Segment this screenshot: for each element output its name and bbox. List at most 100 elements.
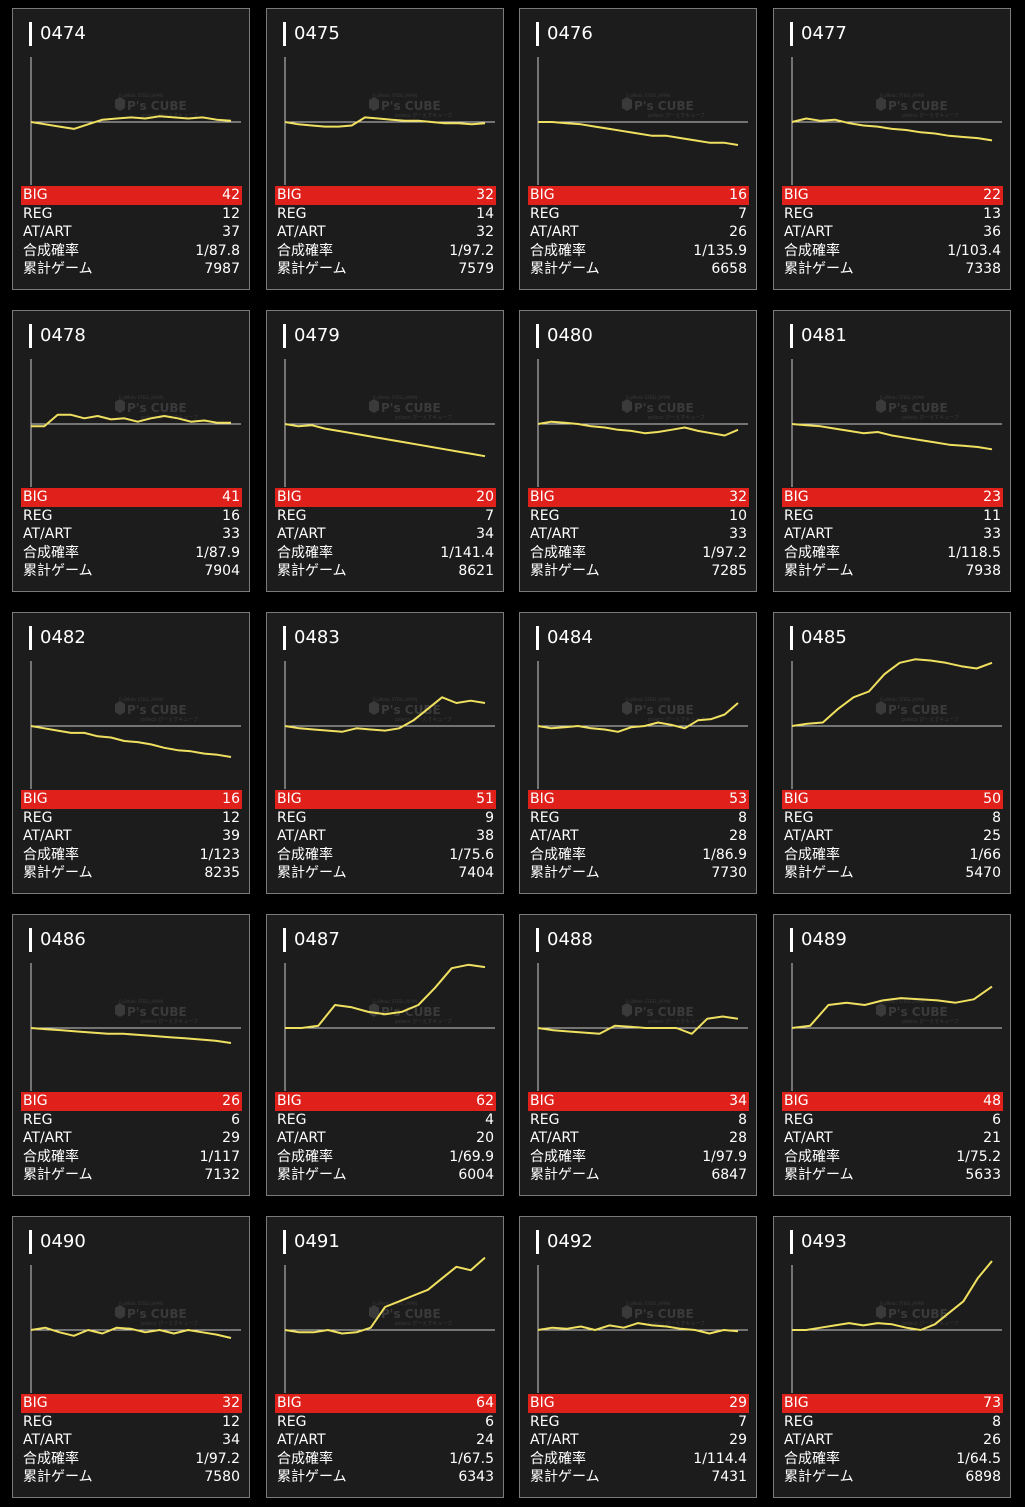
machine-card[interactable]: 0491 FujiMatic STEEL JAPAN P's CUBE psle… [266, 1216, 504, 1498]
cube-icon [115, 97, 125, 111]
reg-count: 11 [983, 507, 1001, 524]
machine-number: 0474 [29, 22, 86, 46]
reg-count: 6 [231, 1111, 240, 1128]
at-label: AT/ART [530, 828, 579, 844]
reg-row: REG 12 [21, 1413, 242, 1432]
games-label: 累計ゲーム [784, 865, 854, 881]
watermark-brand-text: P's CUBE [381, 1307, 441, 1321]
machine-card[interactable]: 0480 FujiMatic STEEL JAPAN P's CUBE psle… [519, 310, 757, 592]
reg-count: 14 [476, 205, 494, 222]
machine-card[interactable]: 0478 FujiMatic STEEL JAPAN P's CUBE psle… [12, 310, 250, 592]
machine-card[interactable]: 0475 FujiMatic STEEL JAPAN P's CUBE psle… [266, 8, 504, 290]
games-label: 累計ゲーム [530, 1469, 600, 1485]
slump-line [30, 115, 232, 130]
stats-table: BIG 20 REG 7 AT/ART 34 合成確率 1/141.4 累計ゲーム 862… [275, 488, 496, 581]
machine-card[interactable]: 0483 FujiMatic STEEL JAPAN P's CUBE psle… [266, 612, 504, 894]
machine-card[interactable]: 0489 FujiMatic STEEL JAPAN P's CUBE psle… [773, 914, 1011, 1196]
big-row: BIG 73 [782, 1394, 1003, 1413]
watermark-brand-text: P's CUBE [127, 703, 187, 717]
stats-table: BIG 62 REG 4 AT/ART 20 合成確率 1/69.9 累計ゲーム 6004 [275, 1092, 496, 1185]
games-row: 累計ゲーム 7938 [782, 562, 1003, 581]
cube-icon [115, 701, 125, 715]
reg-row: REG 12 [21, 809, 242, 828]
big-label: BIG [530, 1093, 555, 1109]
watermark-sub-text: pslecs ぴーえすキューブ [902, 1320, 959, 1327]
watermark-logo: FujiMatic STEEL JAPAN P's CUBE pslecs ぴー… [369, 395, 452, 421]
prob-value: 1/75.6 [449, 846, 494, 863]
big-count: 22 [983, 187, 1001, 203]
at-label: AT/ART [530, 224, 579, 240]
machine-number: 0481 [790, 324, 847, 348]
games-row: 累計ゲーム 6658 [528, 260, 749, 279]
watermark-brand-text: P's CUBE [381, 703, 441, 717]
cube-icon [622, 399, 632, 413]
watermark-sub-text: pslecs ぴーえすキューブ [141, 1320, 198, 1327]
machine-card[interactable]: 0481 FujiMatic STEEL JAPAN P's CUBE psle… [773, 310, 1011, 592]
reg-row: REG 6 [782, 1111, 1003, 1130]
machine-card[interactable]: 0493 FujiMatic STEEL JAPAN P's CUBE psle… [773, 1216, 1011, 1498]
watermark-sub-text: pslecs ぴーえすキューブ [902, 716, 959, 723]
big-count: 16 [222, 791, 240, 807]
prob-row: 合成確率 1/97.2 [528, 544, 749, 563]
prob-row: 合成確率 1/66 [782, 846, 1003, 865]
watermark-sub-text: pslecs ぴーえすキューブ [902, 1018, 959, 1025]
at-count: 32 [476, 224, 494, 240]
machine-card[interactable]: 0479 FujiMatic STEEL JAPAN P's CUBE psle… [266, 310, 504, 592]
games-label: 累計ゲーム [23, 1167, 93, 1183]
watermark-sub-text: pslecs ぴーえすキューブ [902, 112, 959, 119]
games-label: 累計ゲーム [277, 563, 347, 579]
machine-number: 0478 [29, 324, 86, 348]
machine-card[interactable]: 0474 FujiMatic STEEL JAPAN P's CUBE psle… [12, 8, 250, 290]
slump-graph: FujiMatic STEEL JAPAN P's CUBE pslecs ぴー… [791, 359, 1002, 487]
at-count: 26 [983, 1432, 1001, 1448]
slump-line [791, 423, 993, 451]
slump-line [31, 413, 231, 428]
prob-label: 合成確率 [784, 242, 840, 259]
prob-value: 1/114.4 [693, 1450, 747, 1467]
reg-label: REG [23, 809, 53, 826]
reg-label: REG [530, 507, 560, 524]
prob-label: 合成確率 [530, 242, 586, 259]
watermark-top-text: FujiMatic STEEL JAPAN [626, 697, 670, 702]
machine-card[interactable]: 0486 FujiMatic STEEL JAPAN P's CUBE psle… [12, 914, 250, 1196]
prob-value: 1/87.9 [195, 544, 240, 561]
big-label: BIG [23, 1093, 48, 1109]
at-count: 33 [729, 526, 747, 542]
stats-table: BIG 16 REG 7 AT/ART 26 合成確率 1/135.9 累計ゲーム 665… [528, 186, 749, 279]
machine-card[interactable]: 0488 FujiMatic STEEL JAPAN P's CUBE psle… [519, 914, 757, 1196]
machine-card[interactable]: 0482 FujiMatic STEEL JAPAN P's CUBE psle… [12, 612, 250, 894]
machine-number: 0479 [283, 324, 340, 348]
at-label: AT/ART [784, 1130, 833, 1146]
machine-card[interactable]: 0487 FujiMatic STEEL JAPAN P's CUBE psle… [266, 914, 504, 1196]
stats-table: BIG 53 REG 8 AT/ART 28 合成確率 1/86.9 累計ゲーム 7730 [528, 790, 749, 883]
stats-table: BIG 26 REG 6 AT/ART 29 合成確率 1/117 累計ゲーム 7132 [21, 1092, 242, 1185]
machine-card[interactable]: 0477 FujiMatic STEEL JAPAN P's CUBE psle… [773, 8, 1011, 290]
at-label: AT/ART [530, 1130, 579, 1146]
watermark-brand-text: P's CUBE [888, 401, 948, 415]
big-count: 48 [983, 1093, 1001, 1109]
big-row: BIG 32 [528, 488, 749, 507]
at-row: AT/ART 26 [782, 1431, 1003, 1450]
prob-label: 合成確率 [530, 1148, 586, 1165]
watermark-brand-text: P's CUBE [127, 1005, 187, 1019]
machine-card[interactable]: 0492 FujiMatic STEEL JAPAN P's CUBE psle… [519, 1216, 757, 1498]
at-label: AT/ART [784, 526, 833, 542]
prob-value: 1/141.4 [440, 544, 494, 561]
games-row: 累計ゲーム 6898 [782, 1468, 1003, 1487]
watermark-top-text: FujiMatic STEEL JAPAN [626, 999, 670, 1004]
games-value: 8621 [458, 563, 494, 579]
games-row: 累計ゲーム 7404 [275, 864, 496, 883]
games-label: 累計ゲーム [23, 865, 93, 881]
machine-card[interactable]: 0485 FujiMatic STEEL JAPAN P's CUBE psle… [773, 612, 1011, 894]
at-row: AT/ART 36 [782, 223, 1003, 242]
slump-line [792, 1260, 993, 1331]
machine-card[interactable]: 0490 FujiMatic STEEL JAPAN P's CUBE psle… [12, 1216, 250, 1498]
prob-label: 合成確率 [784, 846, 840, 863]
machine-card[interactable]: 0484 FujiMatic STEEL JAPAN P's CUBE psle… [519, 612, 757, 894]
big-row: BIG 42 [21, 186, 242, 205]
reg-row: REG 12 [21, 205, 242, 224]
machine-card[interactable]: 0476 FujiMatic STEEL JAPAN P's CUBE psle… [519, 8, 757, 290]
watermark-sub-text: pslecs ぴーえすキューブ [395, 1018, 452, 1025]
big-label: BIG [23, 791, 48, 807]
